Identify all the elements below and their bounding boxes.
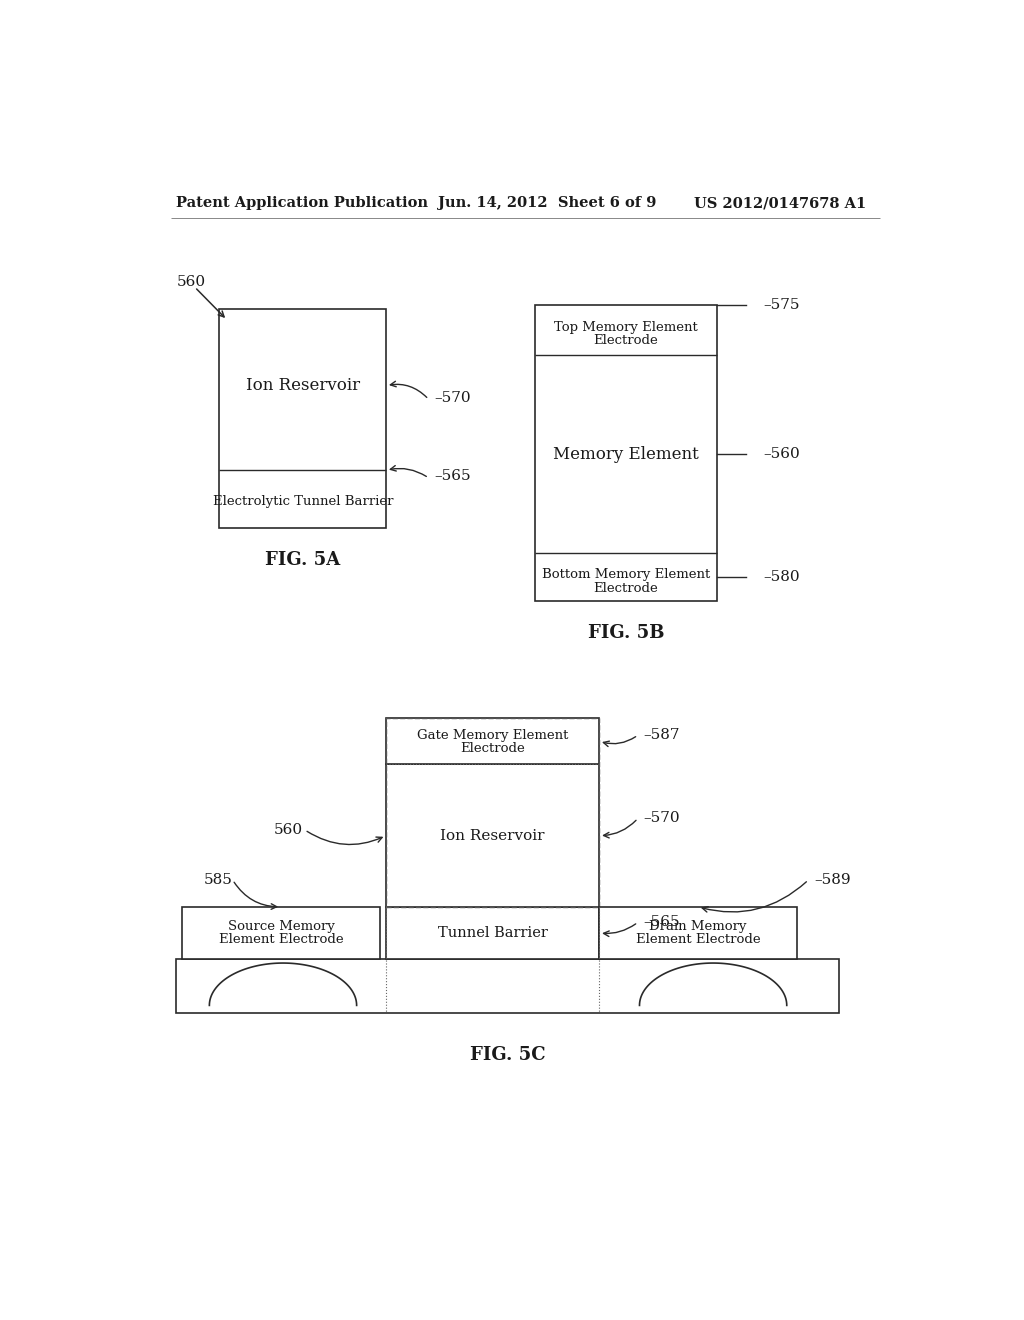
Text: Jun. 14, 2012  Sheet 6 of 9: Jun. 14, 2012 Sheet 6 of 9 bbox=[438, 197, 656, 210]
Text: –570: –570 bbox=[434, 391, 471, 405]
Bar bbox=[386, 907, 599, 960]
Text: Patent Application Publication: Patent Application Publication bbox=[176, 197, 428, 210]
Text: Electrode: Electrode bbox=[594, 334, 658, 347]
Text: Ion Reservoir: Ion Reservoir bbox=[440, 829, 545, 842]
Bar bbox=[386, 764, 599, 907]
Text: –575: –575 bbox=[764, 298, 800, 312]
Text: Source Memory: Source Memory bbox=[227, 920, 335, 933]
Bar bbox=[176, 960, 839, 1014]
Text: –560: –560 bbox=[764, 447, 800, 461]
Text: FIG. 5C: FIG. 5C bbox=[470, 1047, 546, 1064]
Bar bbox=[599, 907, 797, 960]
Text: Element Electrode: Element Electrode bbox=[636, 933, 761, 946]
Text: –565: –565 bbox=[643, 915, 680, 929]
Text: US 2012/0147678 A1: US 2012/0147678 A1 bbox=[693, 197, 866, 210]
Text: 560: 560 bbox=[177, 275, 206, 289]
Text: Tunnel Barrier: Tunnel Barrier bbox=[437, 927, 548, 940]
Text: Electrode: Electrode bbox=[594, 582, 658, 594]
Bar bbox=[386, 718, 599, 764]
Text: Gate Memory Element: Gate Memory Element bbox=[417, 729, 568, 742]
Text: Electrolytic Tunnel Barrier: Electrolytic Tunnel Barrier bbox=[213, 495, 393, 508]
Text: –587: –587 bbox=[643, 729, 680, 742]
Text: Top Memory Element: Top Memory Element bbox=[554, 321, 697, 334]
Text: Ion Reservoir: Ion Reservoir bbox=[246, 378, 359, 395]
Bar bbox=[219, 309, 386, 528]
Bar bbox=[182, 907, 380, 960]
Text: Drain Memory: Drain Memory bbox=[649, 920, 746, 933]
Text: Bottom Memory Element: Bottom Memory Element bbox=[542, 569, 710, 582]
Text: Electrode: Electrode bbox=[460, 742, 525, 755]
Bar bbox=[386, 718, 599, 907]
Text: –565: –565 bbox=[434, 470, 471, 483]
Text: Element Electrode: Element Electrode bbox=[219, 933, 343, 946]
Text: –589: –589 bbox=[814, 873, 851, 887]
Text: 560: 560 bbox=[273, 822, 303, 837]
Text: FIG. 5A: FIG. 5A bbox=[265, 552, 340, 569]
Bar bbox=[535, 305, 717, 601]
Text: –570: –570 bbox=[643, 812, 680, 825]
Text: –580: –580 bbox=[764, 570, 800, 585]
Text: 585: 585 bbox=[204, 873, 232, 887]
Text: FIG. 5B: FIG. 5B bbox=[588, 624, 665, 643]
Text: Memory Element: Memory Element bbox=[553, 446, 698, 462]
